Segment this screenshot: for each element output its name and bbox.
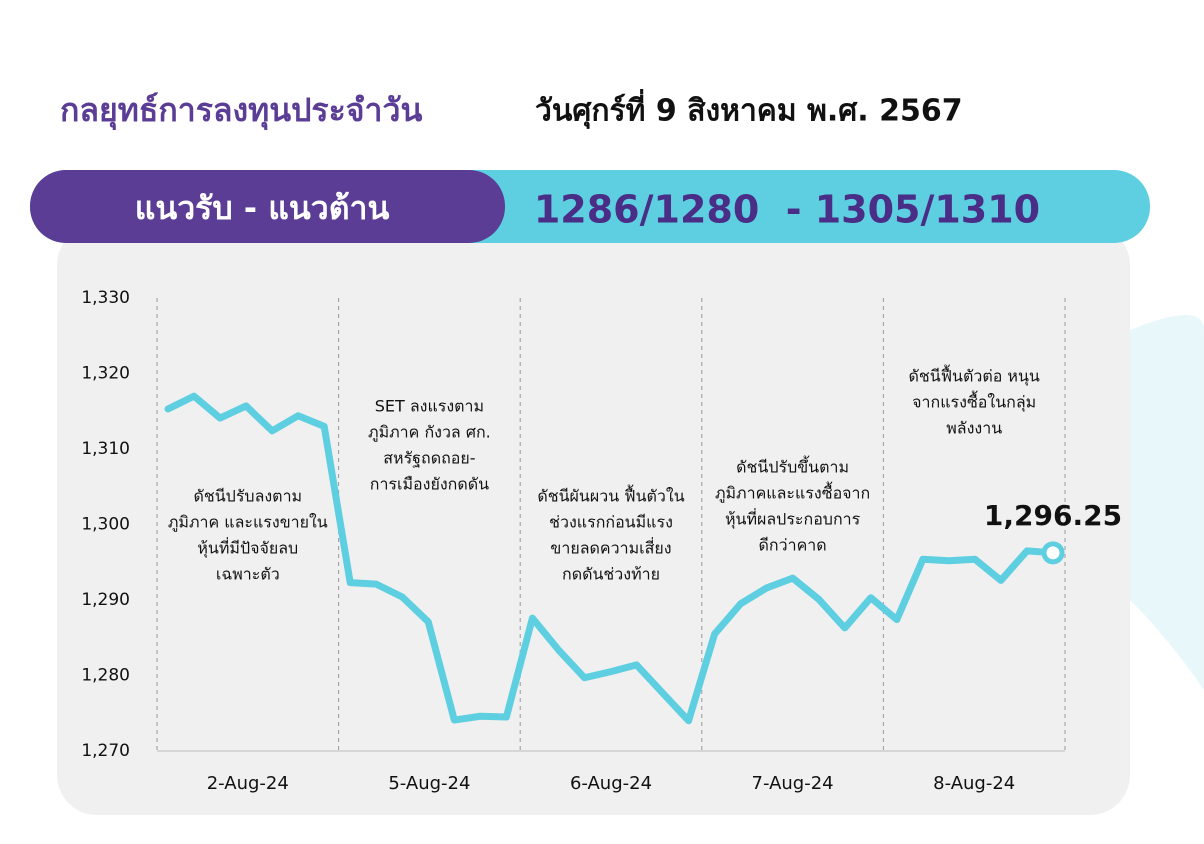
range-values: 1286/1280 - 1305/1310 <box>534 188 1040 232</box>
annotation: หุ้นที่ผลประกอบการ <box>725 508 861 530</box>
range-label: แนวรับ - แนวต้าน <box>135 189 390 227</box>
annotation: ภูมิภาค กังวล ศก. <box>368 423 491 443</box>
chart-panel <box>57 225 1130 815</box>
y-tick-label: 1,270 <box>81 741 130 761</box>
decor <box>1130 315 1204 690</box>
annotation: SET ลงแรงตาม <box>375 397 484 416</box>
annotation: การเมืองยังกดดัน <box>370 475 489 494</box>
annotation: ช่วงแรกก่อนมีแรง <box>549 513 673 532</box>
annotation: หุ้นที่มีปัจจัยลบ <box>197 537 298 559</box>
y-tick-label: 1,290 <box>81 590 130 610</box>
annotation: ภูมิภาคและแรงซื้อจาก <box>715 482 870 504</box>
annotation: พลังงาน <box>946 419 1002 438</box>
y-tick-label: 1,310 <box>81 439 130 459</box>
date: วันศุกร์ที่ 9 สิงหาคม พ.ศ. 2567 <box>535 89 963 130</box>
x-tick-label: 6-Aug-24 <box>570 773 652 794</box>
annotation: ภูมิภาค และแรงขายใน <box>168 513 328 533</box>
title: กลยุทธ์การลงทุนประจำวัน <box>60 91 422 131</box>
annotation: ดัชนีฟื้นตัวต่อ หนุน <box>909 365 1040 387</box>
x-tick-label: 8-Aug-24 <box>933 773 1015 794</box>
annotation: ดีกว่าคาด <box>759 536 827 555</box>
x-tick-label: 2-Aug-24 <box>207 773 289 794</box>
y-tick-label: 1,300 <box>81 515 130 535</box>
y-tick-label: 1,320 <box>81 364 130 384</box>
annotation: ดัชนีผันผวน ฟื้นตัวใน <box>537 485 684 506</box>
end-point <box>1041 541 1065 565</box>
annotation: ดัชนีปรับขึ้นตาม <box>736 456 849 477</box>
value-label: 1,296.25 <box>984 499 1122 532</box>
annotation: กดดันช่วงท้าย <box>562 565 660 584</box>
annotation: สหรัฐถดถอย- <box>383 449 475 468</box>
annotation: ดัชนีปรับลงตาม <box>193 487 302 506</box>
x-tick-label: 5-Aug-24 <box>388 773 470 794</box>
y-tick-label: 1,280 <box>81 666 130 686</box>
annotation: เฉพาะตัว <box>216 565 280 584</box>
annotation: จากแรงซื้อในกลุ่ม <box>912 391 1036 413</box>
x-tick-label: 7-Aug-24 <box>752 773 834 794</box>
y-tick-label: 1,330 <box>81 288 130 308</box>
price-line <box>164 392 1057 725</box>
annotation: ขายลดความเสี่ยง <box>550 537 671 558</box>
range-label-bg <box>30 170 505 243</box>
